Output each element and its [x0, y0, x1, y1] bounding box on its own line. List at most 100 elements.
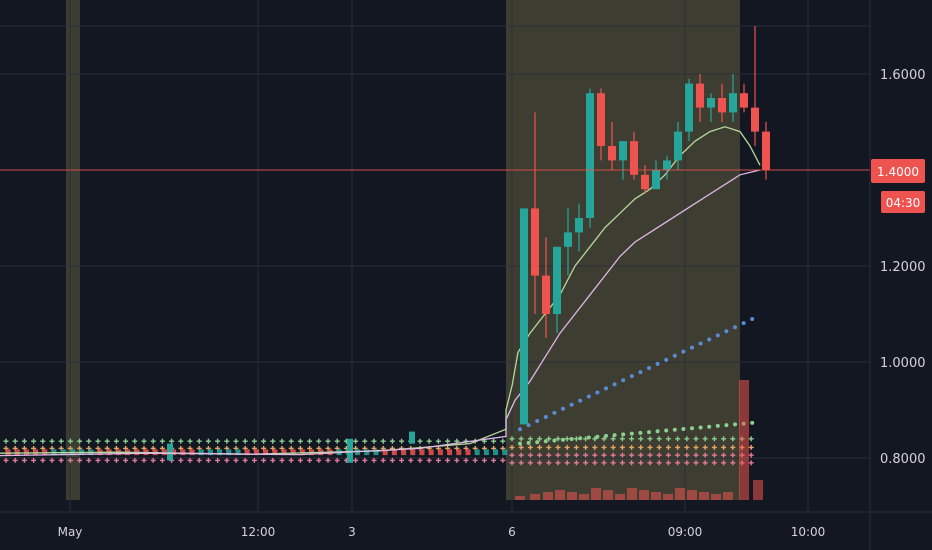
candle-body: [553, 246, 561, 314]
moving-averages: [0, 126, 761, 457]
candle-small: [428, 449, 434, 456]
indicator-dot-blue: [690, 345, 694, 350]
candle-small: [419, 449, 425, 456]
volume-bar: [639, 490, 649, 500]
candle-small: [167, 443, 173, 461]
candle-body: [696, 83, 704, 108]
indicator-dot-green: [681, 427, 686, 432]
candle-small: [465, 449, 471, 456]
candle-body: [619, 141, 627, 161]
indicator-dot-green: [707, 424, 712, 429]
candle-small: [456, 449, 462, 456]
indicator-dot-blue: [578, 398, 583, 403]
volume-bar: [627, 488, 637, 500]
indicator-dot-green: [578, 436, 583, 441]
candle-small: [447, 449, 453, 456]
volume-bar: [567, 492, 577, 500]
candle-body: [707, 98, 715, 108]
indicator-dot-blue: [604, 386, 608, 391]
y-tick-label: 1.0000: [880, 356, 926, 371]
indicator-dot-green: [543, 439, 548, 444]
indicator-dot-blue: [518, 427, 522, 432]
indicator-dot-blue: [681, 349, 686, 354]
candle-small: [373, 449, 379, 456]
candle-small: [347, 438, 353, 463]
indicator-dot-green: [612, 433, 617, 438]
candle-body: [586, 93, 594, 218]
candle-body: [762, 131, 770, 170]
indicator-dot-blue: [561, 406, 565, 411]
indicator-dot-blue: [724, 329, 729, 334]
session-highlight-early: [66, 0, 80, 500]
y-tick-label: 1.6000: [880, 68, 926, 83]
candle-small: [171, 449, 177, 456]
candle-body: [520, 208, 528, 425]
price-axis[interactable]: 1.6000 1.2000 1.0000 0.8000: [880, 68, 926, 467]
candle-small: [391, 449, 397, 456]
volume-bar: [663, 494, 673, 500]
volume-bar: [530, 494, 540, 500]
volume-bar: [515, 496, 525, 500]
candle-small: [180, 449, 186, 456]
x-tick-label: 10:00: [791, 525, 826, 539]
indicator-dot-blue: [535, 419, 540, 424]
indicator-dot-blue: [664, 357, 669, 362]
candle-small: [474, 449, 480, 456]
countdown-tag: [881, 191, 925, 213]
candle-small: [235, 449, 241, 456]
ma-slow-line: [0, 169, 761, 457]
indicator-dot-green: [690, 426, 694, 431]
indicator-dot-blue: [672, 353, 677, 358]
candle-body: [674, 131, 682, 161]
candle-body: [608, 146, 616, 161]
indicator-dot-green: [698, 425, 703, 430]
candle-body: [597, 93, 605, 146]
indicator-dot-green: [647, 430, 651, 435]
candle-body: [652, 170, 660, 190]
indicator-dot-blue: [621, 378, 626, 383]
candle-small: [409, 431, 415, 444]
countdown-label: 04:30: [886, 196, 921, 210]
indicator-dot-blue: [698, 341, 703, 346]
indicator-dot-green: [595, 434, 600, 439]
indicator-dot-blue: [629, 374, 634, 379]
indicator-dot-blue: [595, 390, 600, 395]
candle-small: [14, 449, 20, 456]
indicator-dot-blue: [569, 402, 574, 407]
candle-small: [502, 449, 508, 456]
indicator-dot-green: [724, 423, 729, 428]
candle-body: [630, 141, 638, 175]
session-highlight: [506, 0, 740, 500]
x-tick-label: 09:00: [668, 525, 703, 539]
indicator-dot-blue: [750, 317, 755, 322]
indicator-dot-blue: [638, 370, 643, 375]
candle-body: [575, 218, 583, 233]
indicator-dot-green: [552, 438, 557, 443]
candle-small: [198, 449, 204, 456]
indicator-dot-blue: [647, 366, 651, 370]
x-tick-label: 6: [508, 525, 516, 539]
indicator-dot-blue: [543, 414, 548, 419]
volume-bar: [723, 492, 733, 500]
volume-bar: [579, 494, 589, 500]
candle-small: [364, 449, 370, 456]
indicator-dot-green: [750, 420, 755, 425]
candle-small: [263, 449, 269, 456]
indicator-dot-green: [664, 428, 669, 433]
volume-bar: [753, 480, 763, 500]
indicator-dot-green: [733, 422, 737, 427]
volume-bar: [711, 494, 721, 500]
candle-body: [740, 93, 748, 108]
candle-small: [244, 449, 250, 456]
candle-small: [253, 449, 259, 456]
indicator-dot-green: [638, 430, 643, 435]
volume-bar: [651, 492, 661, 500]
candle-body: [531, 208, 539, 276]
indicator-dot-green: [715, 423, 720, 428]
x-tick-label: 3: [348, 525, 356, 539]
candle-small: [33, 449, 39, 456]
time-axis[interactable]: May 12:00 3 6 09:00 10:00: [58, 525, 826, 539]
indicator-dot-blue: [586, 394, 591, 399]
